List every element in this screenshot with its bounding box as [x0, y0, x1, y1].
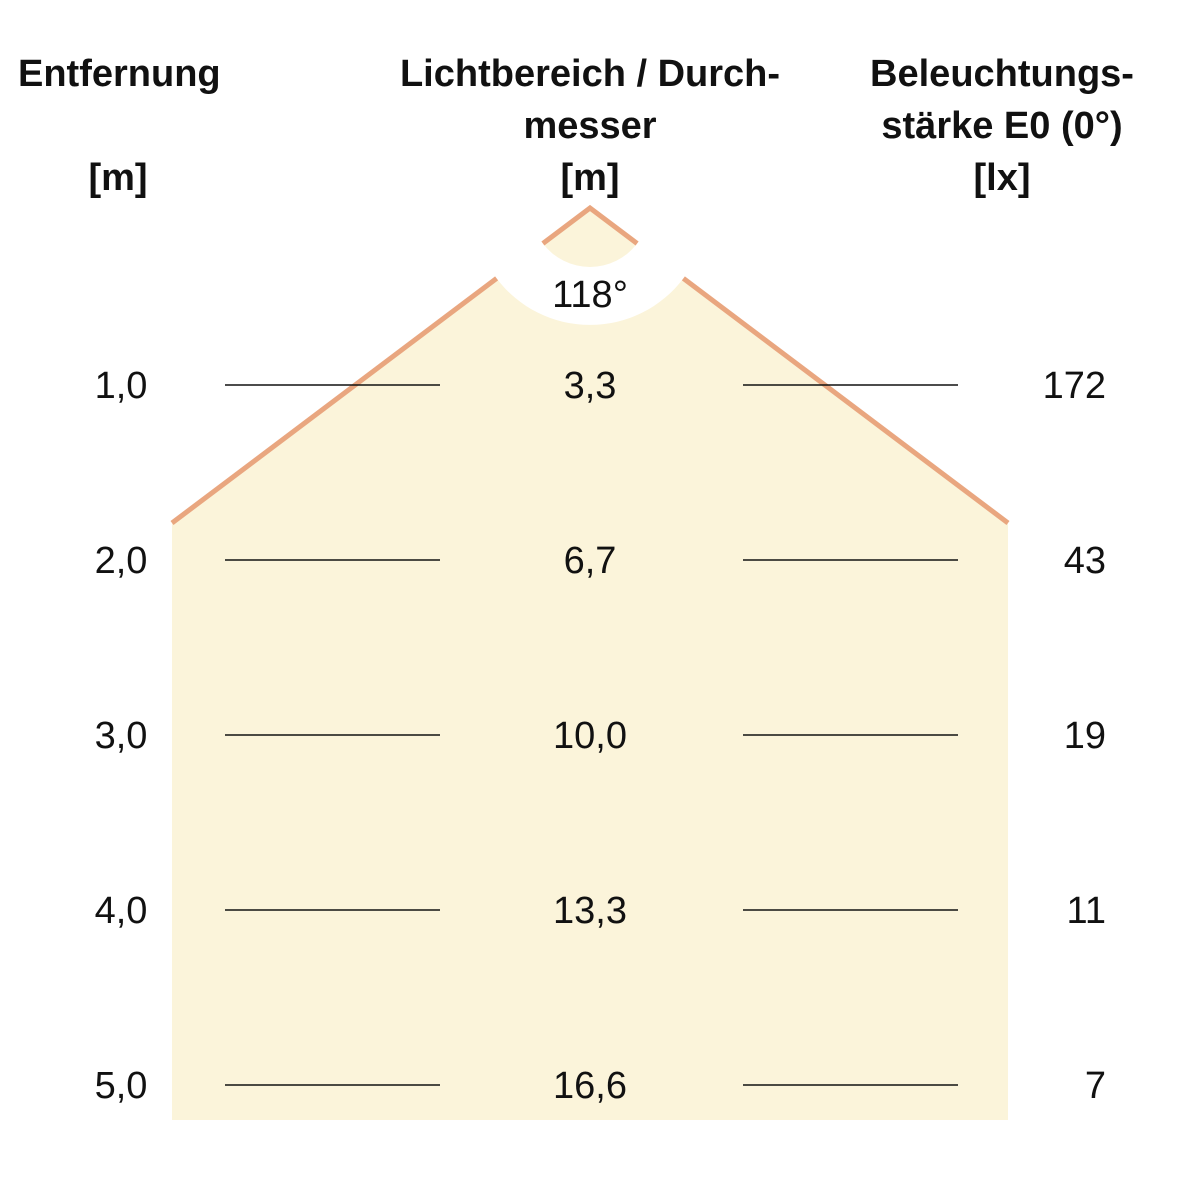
distance-value-row1: 1,0 [94, 365, 148, 407]
distance-value-row5: 5,0 [94, 1065, 148, 1107]
beam-left-edge [170, 276, 499, 525]
diameter-value-row5: 16,6 [553, 1065, 627, 1107]
header-diameter-title: Lichtbereich / Durch- [399, 53, 781, 95]
diameter-value-row3: 10,0 [553, 715, 627, 757]
beam-right-edge [681, 276, 1010, 525]
distance-value-row3: 3,0 [94, 715, 148, 757]
header-illuminance-unit: [lx] [973, 157, 1031, 199]
header-illuminance-title-2: stärke E0 (0°) [881, 105, 1123, 147]
illuminance-value-row5: 7 [1084, 1065, 1106, 1107]
distance-value-row2: 2,0 [94, 540, 148, 582]
diameter-value-row2: 6,7 [563, 540, 617, 582]
beam-apex-wedge [542, 208, 638, 267]
illuminance-value-row2: 43 [1063, 540, 1106, 582]
illuminance-value-row4: 11 [1066, 890, 1106, 932]
header-illuminance-title: Beleuchtungs- [870, 53, 1134, 95]
beam-angle-label: 118° [552, 274, 628, 316]
header-distance-unit: [m] [88, 157, 148, 199]
header-distance-title: Entfernung [18, 53, 221, 95]
diameter-value-row1: 3,3 [563, 365, 617, 407]
header-diameter-unit: [m] [560, 157, 620, 199]
illuminance-value-row1: 172 [1042, 365, 1106, 407]
distance-value-row4: 4,0 [94, 890, 148, 932]
beam-apex-outline [541, 204, 639, 246]
header-diameter-title-2: messer [523, 105, 657, 147]
illuminance-value-row3: 19 [1063, 715, 1106, 757]
diameter-value-row4: 13,3 [553, 890, 627, 932]
